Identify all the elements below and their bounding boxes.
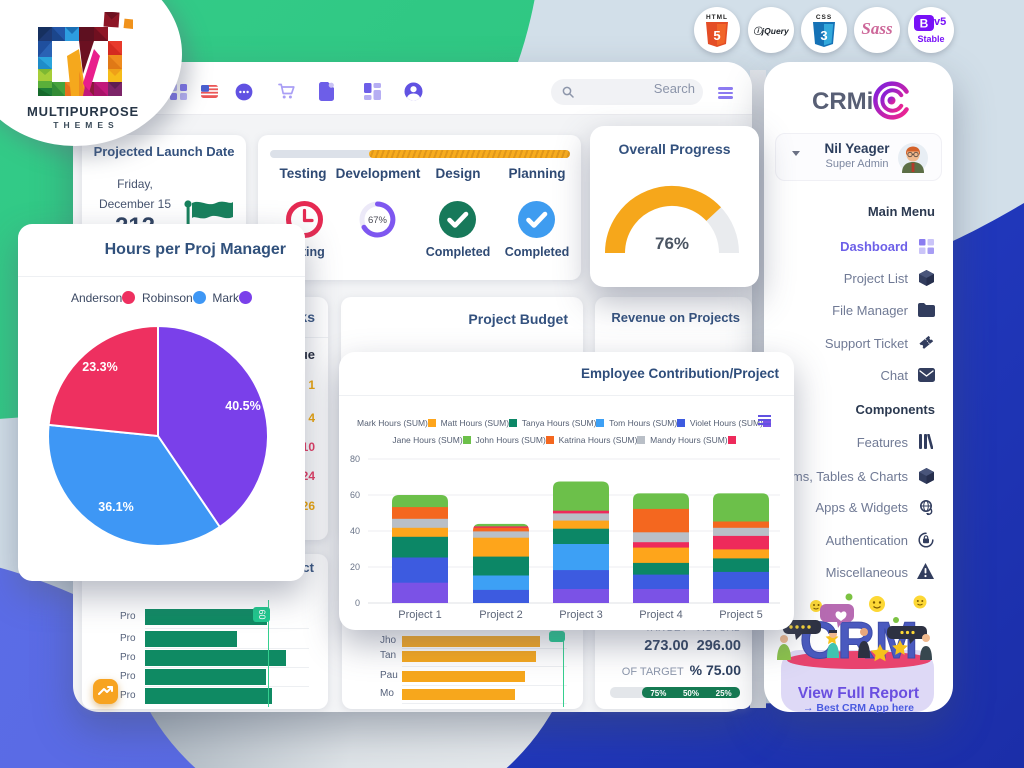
svg-text:36.1%: 36.1%: [98, 500, 133, 514]
svg-text:Project 1: Project 1: [398, 609, 441, 621]
svg-text:76%: 76%: [655, 234, 689, 253]
svg-text:40: 40: [350, 526, 360, 536]
svg-text:Project 4: Project 4: [639, 609, 682, 621]
svg-text:5: 5: [713, 28, 720, 43]
svg-text:0: 0: [355, 598, 360, 608]
svg-text:Project 5: Project 5: [719, 609, 762, 621]
svg-text:B: B: [920, 17, 929, 31]
svg-text:20: 20: [350, 562, 360, 572]
svg-text:60: 60: [350, 490, 360, 500]
svg-text:Project 3: Project 3: [559, 609, 602, 621]
svg-text:67%: 67%: [368, 215, 388, 226]
svg-text:Project 2: Project 2: [479, 609, 522, 621]
svg-text:80: 80: [350, 454, 360, 464]
svg-text:40.5%: 40.5%: [225, 399, 260, 413]
svg-text:3: 3: [820, 28, 827, 43]
svg-text:23.3%: 23.3%: [82, 360, 117, 374]
